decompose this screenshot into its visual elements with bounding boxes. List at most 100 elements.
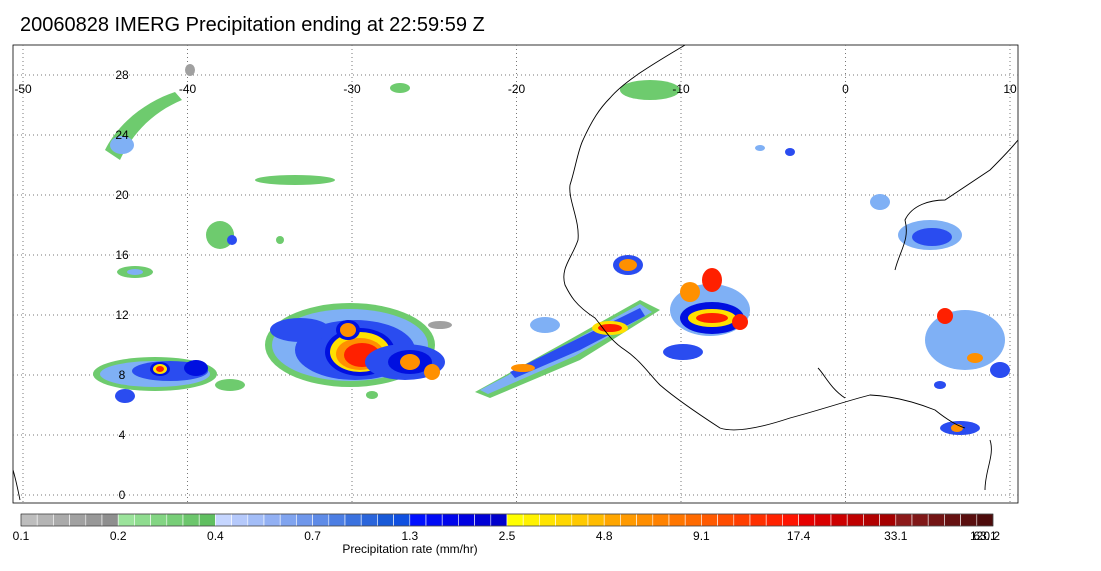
rain-band-northwest: [105, 64, 195, 160]
colorbar-swatch: [85, 513, 103, 527]
colorbar-swatch: [798, 513, 816, 527]
colorbar-swatch: [879, 513, 897, 527]
graticule: [13, 45, 1018, 503]
colorbar-swatch: [830, 513, 848, 527]
rain-cell-16n-west: [117, 175, 335, 278]
colorbar-tick-label: 17.4: [787, 529, 811, 543]
colorbar-swatch: [863, 513, 880, 527]
colorbar-swatch: [717, 513, 735, 527]
latitude-tick-label: 24: [115, 128, 129, 142]
colorbar-swatch: [69, 513, 87, 527]
colorbar: 0.1 0.2 0.4 0.7 1.3 2.5 4.8 9.1 17.4 33.1 63.1120.…: [13, 513, 1000, 543]
longitude-tick-label: -10: [672, 82, 690, 96]
colorbar-tick-label: 120.2: [970, 529, 1000, 543]
longitude-tick-label: -40: [179, 82, 197, 96]
latitude-tick-labels: 28 24 20 16 12 8 4 0: [115, 68, 129, 502]
latitude-tick-label: 28: [115, 68, 129, 82]
colorbar-tick-label: 4.8: [596, 529, 613, 543]
colorbar-swatch: [555, 513, 573, 527]
latitude-tick-label: 4: [119, 428, 126, 442]
colorbar-swatch: [182, 513, 200, 527]
colorbar-swatch: [474, 513, 492, 527]
colorbar-tick-label: 9.1: [693, 529, 710, 543]
coastline: [13, 45, 1018, 501]
colorbar-tick-label: 0.2: [110, 529, 127, 543]
latitude-tick-label: 0: [119, 488, 126, 502]
colorbar-frame: [20, 513, 994, 527]
colorbar-swatch: [20, 513, 38, 527]
colorbar-swatch: [312, 513, 330, 527]
colorbar-tick-label: 0.1: [13, 529, 30, 543]
colorbar-swatch: [944, 513, 961, 527]
colorbar-swatch: [814, 513, 832, 527]
colorbar-swatch: [377, 513, 394, 527]
colorbar-swatch: [749, 513, 767, 527]
colorbar-tick-label: 1.3: [401, 529, 418, 543]
colorbar-swatch: [652, 513, 670, 527]
colorbar-swatch: [36, 513, 54, 527]
colorbar-swatch: [134, 513, 151, 527]
colorbar-swatch: [846, 513, 864, 527]
colorbar-tick-label: 2.5: [499, 529, 516, 543]
colorbar-swatch: [490, 513, 508, 527]
longitude-tick-label: -20: [508, 82, 526, 96]
colorbar-swatch: [166, 513, 184, 527]
colorbar-swatch: [684, 513, 702, 527]
longitude-tick-label: -50: [14, 82, 32, 96]
colorbar-swatch: [409, 513, 427, 527]
colorbar-swatch: [976, 513, 994, 527]
colorbar-swatch: [150, 513, 168, 527]
colorbar-swatch: [733, 513, 751, 527]
map-frame: [12, 44, 1019, 504]
rain-scatter: [215, 80, 946, 399]
colorbar-swatch: [360, 513, 378, 527]
colorbar-swatch: [603, 513, 621, 527]
colorbar-swatch: [117, 513, 135, 527]
colorbar-swatch: [895, 513, 913, 527]
colorbar-swatch: [701, 513, 718, 527]
colorbar-swatch: [782, 513, 799, 527]
colorbar-swatch: [620, 513, 637, 527]
colorbar-tick-label: 33.1: [884, 529, 908, 543]
colorbar-swatch: [506, 513, 524, 527]
colorbar-swatch: [263, 513, 281, 527]
colorbar-swatch: [279, 513, 297, 527]
colorbar-tick-label: 63.1: [973, 529, 997, 543]
colorbar-swatch: [911, 513, 929, 527]
colorbar-tick-label: 0.4: [207, 529, 224, 543]
colorbar-swatch: [571, 513, 589, 527]
precipitation-field: [93, 64, 1010, 435]
colorbar-swatch: [425, 513, 443, 527]
colorbar-swatch: [328, 513, 346, 527]
colorbar-swatch: [344, 513, 362, 527]
latitude-tick-label: 8: [119, 368, 126, 382]
colorbar-swatch: [458, 513, 475, 527]
colorbar-swatch: [215, 513, 232, 527]
colorbar-label: Precipitation rate (mm/hr): [342, 542, 477, 556]
latitude-tick-label: 12: [115, 308, 129, 322]
colorbar-swatch: [522, 513, 540, 527]
longitude-tick-label: 10: [1003, 82, 1017, 96]
colorbar-swatch: [539, 513, 556, 527]
colorbar-swatch: [247, 513, 265, 527]
colorbar-swatch: [393, 513, 411, 527]
longitude-tick-labels: -50 -40 -30 -20 -10 0 10: [14, 82, 1017, 96]
colorbar-swatch: [296, 513, 313, 527]
colorbar-tick-label: 0.7: [304, 529, 321, 543]
rain-cells-east: [870, 194, 1010, 435]
page-title: 20060828 IMERG Precipitation ending at 2…: [20, 14, 485, 36]
longitude-tick-label: 0: [842, 82, 849, 96]
colorbar-swatch: [231, 513, 249, 527]
rain-cell-west-8n: [93, 357, 217, 403]
colorbar-swatch: [927, 513, 945, 527]
latitude-tick-label: 16: [115, 248, 129, 262]
colorbar-swatch: [53, 513, 70, 527]
colorbar-swatch: [960, 513, 978, 527]
rain-band-east-atlantic: [475, 300, 660, 398]
colorbar-swatch: [441, 513, 459, 527]
colorbar-swatch: [198, 513, 216, 527]
colorbar-swatch: [668, 513, 686, 527]
colorbar-swatch: [587, 513, 605, 527]
colorbar-swatch: [636, 513, 654, 527]
